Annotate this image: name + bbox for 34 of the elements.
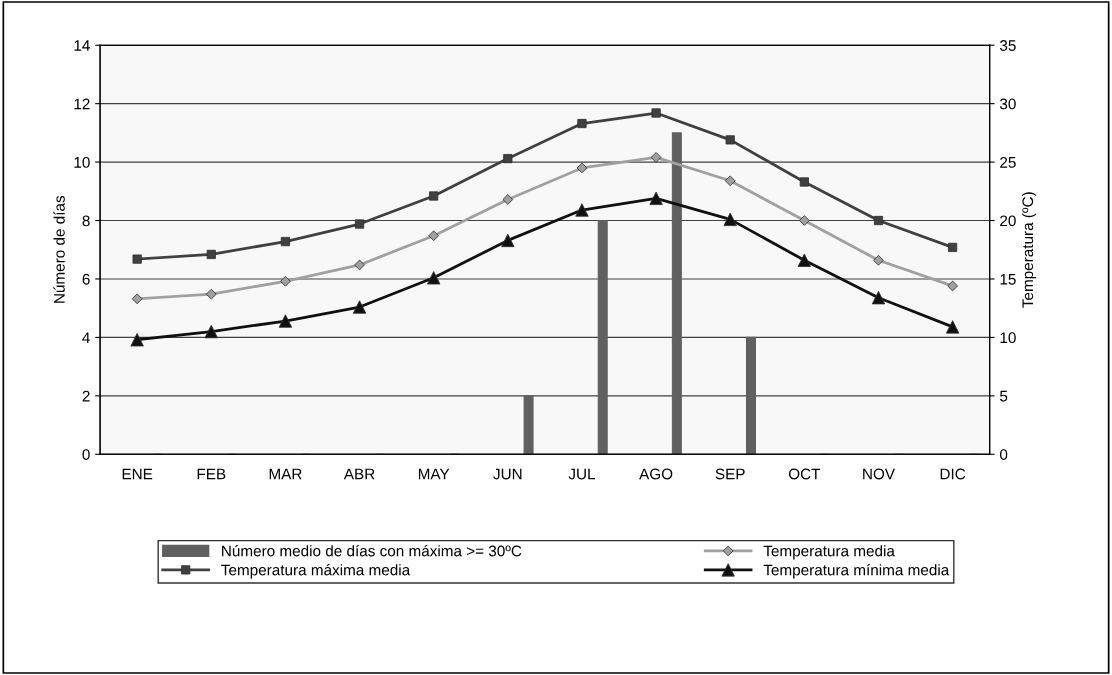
x-tick-label: MAR — [269, 468, 302, 480]
x-tick-label: NOV — [863, 468, 895, 480]
x-tick-label: SEP — [715, 468, 745, 480]
y2-tick-label: 25 — [1000, 156, 1016, 168]
legend-label: Temperatura mínima media — [763, 563, 950, 579]
legend-label: Temperatura media — [763, 545, 895, 560]
y-tick-label: 12 — [74, 98, 90, 110]
x-tick-label: JUN — [493, 468, 522, 480]
x-tick-label: JUL — [568, 468, 596, 480]
y-tick-label: 14 — [74, 40, 90, 51]
y2-axis-title: Temperatura (ºC) — [1021, 192, 1037, 308]
y-tick-label: 0 — [82, 449, 90, 460]
y-axis-title: Número de días — [53, 195, 65, 303]
x-tick-label: FEB — [197, 468, 226, 480]
x-tick-label: ABR — [343, 468, 375, 480]
x-tick-label: AGO — [639, 468, 673, 480]
y2-tick-label: 5 — [1000, 390, 1008, 402]
x-tick-label: ENE — [122, 468, 153, 480]
y-tick-label: 6 — [82, 273, 90, 285]
y-tick-label: 8 — [82, 215, 90, 227]
x-tick-label: OCT — [788, 468, 821, 480]
y2-tick-label: 10 — [1000, 332, 1016, 344]
x-tick-label: MAY — [418, 468, 450, 480]
y2-tick-label: 35 — [999, 40, 1016, 51]
x-tick-label: DIC — [940, 468, 966, 480]
y2-tick-label: 30 — [999, 98, 1016, 110]
legend-label: Número medio de días con máxima >= 30ºC — [222, 544, 522, 557]
y-tick-label: 4 — [82, 332, 90, 343]
y-tick-label: 10 — [74, 156, 90, 168]
y2-tick-label: 15 — [1000, 273, 1016, 285]
legend-label: Temperatura máxima media — [221, 563, 411, 579]
y2-tick-label: 0 — [1000, 449, 1008, 460]
y2-tick-label: 20 — [1000, 215, 1016, 227]
y-tick-label: 2 — [82, 390, 90, 402]
